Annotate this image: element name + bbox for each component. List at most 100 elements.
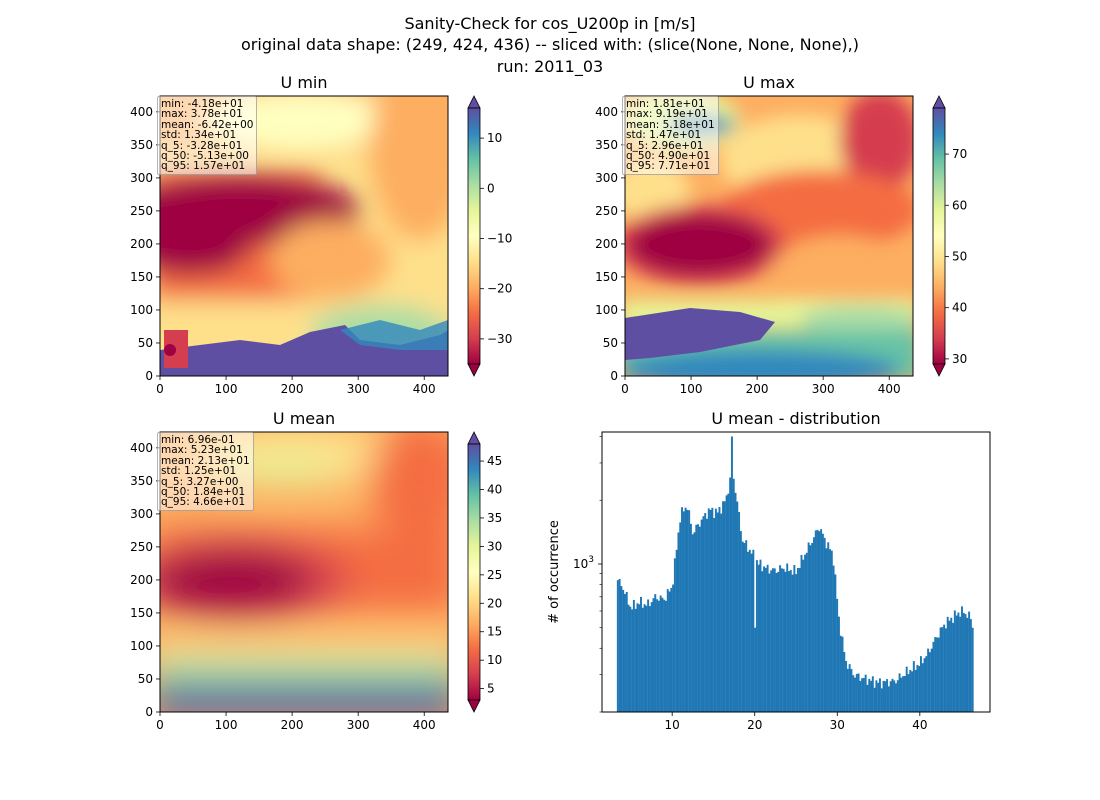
histogram-bar (804, 554, 807, 712)
histogram-bar (647, 599, 650, 712)
y-tick-label: 100 (130, 639, 153, 653)
histogram-bar (645, 605, 648, 712)
histogram-bar (780, 568, 783, 712)
histogram-bar (652, 598, 655, 712)
histogram-bar (722, 501, 724, 712)
colorbar-tick-label: −30 (487, 332, 512, 346)
histogram-bar (848, 664, 851, 712)
histogram-bar (864, 674, 867, 712)
histogram-bar (877, 682, 880, 712)
histogram-bar (889, 681, 892, 712)
stats-line: q_50: 4.90e+01 (626, 150, 711, 163)
stats-line: min: -4.18e+01 (161, 98, 244, 110)
histogram-bar (969, 619, 972, 712)
colorbar-tick-label: 30 (487, 539, 502, 553)
histogram-bar (752, 549, 755, 712)
histogram-bar (729, 477, 732, 712)
histogram-bar (966, 617, 969, 712)
x-tick-label: 200 (746, 382, 769, 396)
histogram-bar (775, 572, 778, 712)
y-tick-label: 200 (130, 573, 153, 587)
stats-line: std: 1.47e+01 (626, 129, 702, 142)
histogram-bar (656, 599, 659, 712)
histogram-bar (616, 580, 619, 712)
y-tick-label: 350 (130, 138, 153, 152)
y-tick-label: 0 (145, 369, 153, 383)
histogram-bar (718, 507, 721, 712)
y-tick-label: 200 (130, 237, 153, 251)
histogram-bar (725, 495, 728, 712)
histogram-bar (759, 559, 762, 712)
histogram-bar (743, 542, 746, 712)
figure-title-line-2: original data shape: (249, 424, 436) -- … (241, 35, 859, 54)
y-tick-label: 400 (130, 105, 153, 119)
histogram-bar (707, 508, 710, 712)
histogram-bar (923, 658, 926, 712)
x-tick-label: 0 (621, 382, 629, 396)
histogram-bar (625, 592, 628, 712)
colorbar-u-min (467, 107, 481, 365)
y-tick-label: 250 (130, 540, 153, 554)
colorbar-u-min-extend-top (467, 95, 481, 109)
stats-line: q_50: 1.84e+01 (161, 486, 246, 499)
histogram-bar (636, 603, 639, 712)
colorbar-u-max-extend-bottom (932, 363, 946, 377)
colorbar-tick-label: 40 (952, 301, 967, 315)
stats-line: q_5: 3.27e+00 (161, 475, 239, 488)
histogram-bar (677, 532, 680, 712)
x-tick-label: 400 (413, 718, 436, 732)
histogram-bar (766, 564, 769, 712)
heatmap-u-max-field (625, 96, 913, 376)
stats-line: q_50: -5.13e+00 (161, 150, 249, 163)
y-tick-label: 400 (595, 105, 618, 119)
histogram-bar (925, 656, 928, 712)
panel-title-u-mean: U mean (273, 409, 335, 428)
histogram-bar (971, 627, 974, 712)
histogram-bar (673, 558, 676, 712)
colorbar-u-max-extend-top (932, 95, 946, 109)
histogram-bar (807, 542, 810, 712)
histogram-bar (800, 554, 803, 712)
colorbar-u-mean-extend-bottom (467, 699, 481, 713)
colorbar-tick-label: 35 (487, 511, 502, 525)
histogram-bar (791, 574, 794, 712)
x-tick-label: 100 (215, 718, 238, 732)
histogram-bar (905, 666, 908, 712)
histogram-bar (957, 612, 960, 712)
histogram-bar (738, 512, 741, 712)
histogram-bar (741, 541, 744, 712)
histogram-bar (898, 673, 901, 712)
y-tick-label: 350 (130, 474, 153, 488)
histogram-bar (837, 616, 840, 712)
colorbar-u-max (932, 107, 946, 365)
colorbar-u-min-ticks: 10 0 −10 −20 −30 (480, 131, 512, 346)
histogram-bar (713, 518, 716, 712)
histogram-bar (811, 542, 814, 712)
heatmap-u-mean-field (160, 432, 448, 712)
stats-line: min: 1.81e+01 (626, 98, 705, 110)
histogram-bars (616, 436, 974, 712)
histogram-bar (795, 574, 798, 712)
x-tick-label: 100 (680, 382, 703, 396)
stats-box-u-min: min: -4.18e+01 max: 3.78e+01 mean: -6.42e+… (157, 96, 258, 175)
histogram-bar (862, 677, 865, 712)
histogram-bar (700, 519, 703, 712)
histogram-bar (861, 678, 864, 712)
histogram-bar (784, 571, 787, 712)
histogram-bar (870, 680, 872, 712)
x-tick-label: 0 (156, 382, 164, 396)
histogram-bar (631, 609, 634, 712)
histogram-bar (798, 568, 801, 712)
histogram-ylabel: # of occurrence (547, 520, 562, 624)
x-tick-label: 30 (830, 718, 845, 732)
histogram-bar (796, 567, 799, 712)
histogram-bar (875, 680, 878, 712)
stats-line: q_5: -3.28e+01 (161, 139, 243, 152)
histogram-bar (736, 501, 739, 712)
histogram-bar (622, 589, 625, 712)
y-tick-label: 0 (610, 369, 618, 383)
histogram-bar (918, 666, 921, 712)
y-tick-label: 300 (130, 507, 153, 521)
stats-line: q_95: 4.66e+01 (161, 496, 246, 509)
histogram-bar (873, 687, 876, 712)
